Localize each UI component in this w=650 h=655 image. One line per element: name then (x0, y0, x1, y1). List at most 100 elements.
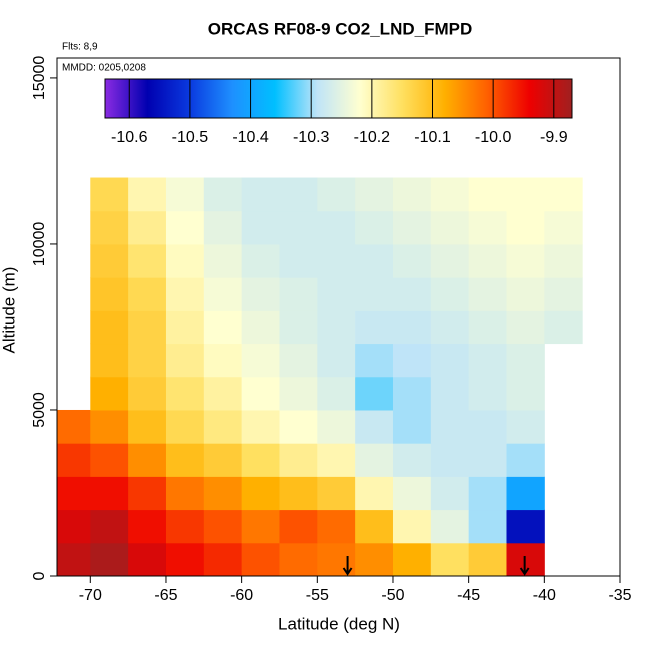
heatmap-cell (279, 476, 318, 511)
heatmap-cell (317, 243, 356, 278)
heatmap (57, 177, 583, 576)
colorbar-tick-label: -10.1 (414, 129, 451, 146)
colorbar-tick-label: -10.6 (111, 129, 148, 146)
x-tick-label: -50 (381, 587, 404, 604)
heatmap-cell (317, 376, 356, 411)
heatmap-cell (128, 177, 167, 212)
heatmap-cell (355, 409, 394, 444)
heatmap-cell (468, 243, 507, 278)
heatmap-cell (203, 177, 243, 212)
heatmap-cell (128, 210, 167, 245)
heatmap-cell (392, 443, 432, 477)
heatmap-cell (241, 542, 280, 576)
heatmap-cell (544, 277, 583, 311)
x-tick-label: -45 (457, 587, 480, 604)
heatmap-cell (506, 210, 545, 245)
heatmap-cell (392, 243, 432, 278)
heatmap-cell (57, 509, 91, 544)
heatmap-cell (506, 509, 545, 544)
annotation: Flts: 8,9 (62, 42, 98, 53)
heatmap-cell (317, 177, 356, 212)
heatmap-cell (506, 542, 545, 576)
heatmap-cell (392, 376, 432, 411)
heatmap-cell (165, 177, 205, 212)
heatmap-cell (128, 443, 167, 477)
heatmap-cell (355, 243, 394, 278)
heatmap-cell (430, 243, 470, 278)
heatmap-cell (279, 542, 318, 576)
heatmap-cell (90, 310, 129, 345)
heatmap-cell (544, 310, 583, 345)
heatmap-cell (203, 343, 243, 378)
heatmap-cell (57, 476, 91, 511)
heatmap-cell (392, 177, 432, 212)
heatmap-cell (57, 409, 91, 444)
heatmap-cell (355, 343, 394, 378)
heatmap-cell (506, 277, 545, 311)
heatmap-cell (165, 409, 205, 444)
colorbar-tick-label: -10.2 (354, 129, 391, 146)
heatmap-cell (57, 443, 91, 477)
heatmap-cell (430, 376, 470, 411)
heatmap-cell (279, 310, 318, 345)
colorbar-tick-label: -10.5 (172, 129, 209, 146)
heatmap-cell (355, 210, 394, 245)
heatmap-cell (317, 476, 356, 511)
heatmap-cell (90, 243, 129, 278)
x-axis-label: Latitude (deg N) (278, 614, 400, 633)
heatmap-cell (392, 509, 432, 544)
heatmap-cell (468, 509, 507, 544)
heatmap-cell (165, 343, 205, 378)
heatmap-cell (90, 509, 129, 544)
heatmap-cell (468, 177, 507, 212)
heatmap-cell (279, 243, 318, 278)
colorbar (104, 78, 573, 119)
heatmap-cell (430, 277, 470, 311)
heatmap-cell (506, 376, 545, 411)
annotation: MMDD: 0205,0208 (62, 63, 146, 74)
heatmap-cell (430, 343, 470, 378)
heatmap-cell (241, 343, 280, 378)
heatmap-cell (355, 376, 394, 411)
heatmap-cell (430, 210, 470, 245)
heatmap-cell (241, 243, 280, 278)
heatmap-cell (90, 542, 129, 576)
heatmap-cell (355, 542, 394, 576)
heatmap-cell (430, 476, 470, 511)
heatmap-cell (317, 210, 356, 245)
heatmap-cell (128, 376, 167, 411)
heatmap-cell (468, 409, 507, 444)
x-tick-label: -60 (230, 587, 253, 604)
heatmap-cell (241, 277, 280, 311)
heatmap-cell (203, 310, 243, 345)
heatmap-cell (279, 177, 318, 212)
heatmap-cell (279, 343, 318, 378)
arrow-marker (519, 556, 530, 576)
heatmap-cell (317, 310, 356, 345)
heatmap-cell (317, 409, 356, 444)
heatmap-cell (506, 310, 545, 345)
heatmap-cell (468, 343, 507, 378)
x-tick-label: -70 (79, 587, 102, 604)
heatmap-cell (468, 542, 507, 576)
heatmap-cell (165, 542, 205, 576)
y-axis-label: Altitude (m) (0, 267, 18, 354)
heatmap-cell (430, 177, 470, 212)
heatmap-cell (430, 509, 470, 544)
heatmap-cell (430, 409, 470, 444)
heatmap-cell (165, 376, 205, 411)
heatmap-cell (165, 277, 205, 311)
heatmap-cell (203, 210, 243, 245)
x-tick-label: -35 (608, 587, 631, 604)
heatmap-cell (90, 443, 129, 477)
colorbar-tick-label: -10.3 (293, 129, 330, 146)
heatmap-cell (90, 376, 129, 411)
heatmap-cell (506, 443, 545, 477)
heatmap-cell (468, 310, 507, 345)
heatmap-cell (468, 443, 507, 477)
x-tick-label: -65 (154, 587, 177, 604)
heatmap-cell (128, 476, 167, 511)
heatmap-cell (506, 243, 545, 278)
heatmap-cell (203, 443, 243, 477)
heatmap-cell (203, 376, 243, 411)
